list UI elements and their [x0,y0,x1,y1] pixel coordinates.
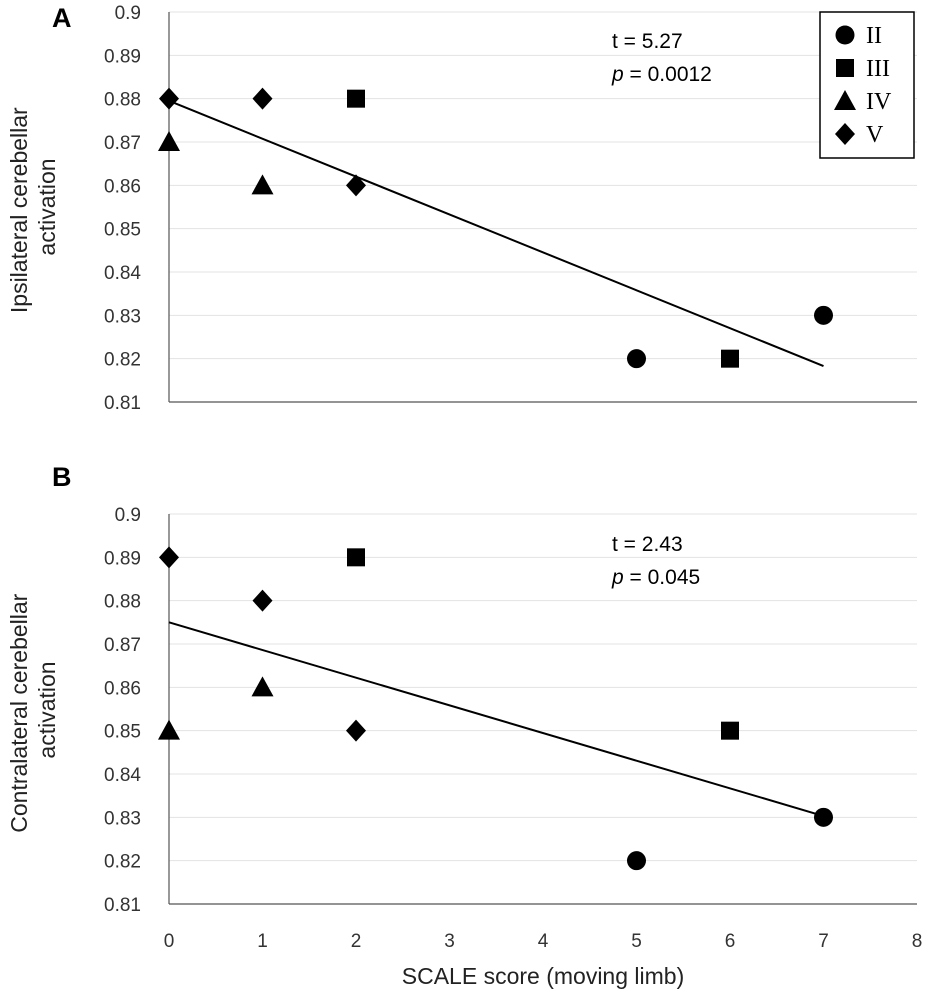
legend-label: III [866,56,890,82]
panel-b-point-circle [627,851,646,871]
legend-label: IV [866,89,892,115]
panel-b-y-tick-label: 0.84 [104,765,141,786]
panel-b-y-tick-label: 0.83 [104,808,141,829]
panel-b-y-label-line1: Contralateral cerebellar [6,593,32,832]
panel-b-y-tick-label: 0.89 [104,548,141,569]
panel-b-points [158,546,833,871]
panel-a-point-diamond [252,87,273,110]
panel-b: B 0.810.820.830.840.850.860.870.880.890.… [6,462,922,989]
panel-a-y-tick-label: 0.85 [104,220,141,241]
panel-b-x-ticks: 0 1 2 3 4 5 6 7 8 [164,931,923,952]
panel-a: A 0.810.820.830.840.850.860.870.880.890.… [6,3,917,414]
panel-b-x-tick-label: 1 [257,931,268,952]
panel-a-trendline-group [168,99,824,367]
panel-a-y-tick-label: 0.87 [104,133,141,154]
panel-a-point-square [721,349,739,368]
panel-b-y-ticks: 0.81 0.82 0.83 0.84 0.85 0.86 0.87 0.88 0.89 0.9 [104,505,141,916]
panel-b-point-diamond [346,719,366,742]
panel-b-point-square [721,721,739,740]
panel-b-y-tick-label: 0.81 [104,895,141,916]
legend-circle-icon [835,25,855,45]
panel-a-y-label: Ipsilateral cerebellar activation [6,101,60,313]
panel-b-point-circle [814,807,833,827]
panel-b-p-value: = 0.045 [624,566,700,589]
panel-b-gridlines [169,513,917,862]
panel-a-t-stat: t = 5.27 [612,30,683,53]
panel-a-point-circle [814,305,833,325]
panel-a-y-ticks: 0.81 0.82 0.83 0.84 0.85 0.86 0.87 0.88 0.89 0.9 [104,3,141,414]
panel-a-y-tick-label: 0.9 [115,3,141,24]
panel-a-y-label-line2: activation [34,158,60,255]
panel-b-point-triangle [251,676,274,697]
x-axis-label: SCALE score (moving limb) [402,963,684,989]
legend-square-icon [836,59,854,77]
panel-a-point-triangle [158,131,180,151]
panel-a-points [158,87,833,369]
panel-b-x-tick-label: 0 [164,931,175,952]
panel-b-y-tick-label: 0.9 [115,505,141,526]
panel-b-p-symbol: p [611,566,624,589]
panel-a-y-tick-label: 0.82 [104,350,141,371]
panel-b-x-tick-label: 3 [444,931,455,952]
panel-a-p-value: = 0.0012 [624,63,712,86]
panel-a-y-tick-label: 0.84 [104,263,141,284]
panel-a-y-tick-label: 0.83 [104,306,141,327]
panel-b-y-tick-label: 0.87 [104,635,141,656]
panel-b-point-square [347,548,365,567]
panel-b-y-tick-label: 0.85 [104,722,141,743]
panel-b-y-label-line2: activation [34,661,60,758]
panel-a-p-stat: p = 0.0012 [611,63,712,86]
panel-b-y-tick-label: 0.82 [104,852,141,873]
legend-label: V [866,122,884,148]
panel-a-point-diamond [346,174,366,197]
panel-b-point-diamond [159,546,179,569]
panel-a-y-label-line1: Ipsilateral cerebellar [6,107,32,313]
panel-b-x-tick-label: 2 [351,931,362,952]
panel-b-y-tick-label: 0.86 [104,678,141,699]
legend-label: II [866,23,882,49]
panel-b-t-stat: t = 2.43 [612,533,683,556]
panel-a-point-diamond [159,87,179,110]
panel-a-trendline [168,99,824,367]
panel-b-y-label: Contralateral cerebellar activation [6,587,60,832]
panel-a-gridlines [169,11,917,360]
panel-a-y-tick-label: 0.86 [104,176,141,197]
legend-triangle-icon [834,90,856,110]
panel-a-point-triangle [251,174,274,195]
panel-b-letter: B [52,462,72,492]
panel-b-y-tick-label: 0.88 [104,592,141,613]
panel-b-point-diamond [252,589,273,612]
panel-a-point-circle [627,349,646,369]
panel-a-y-tick-label: 0.89 [104,46,141,67]
panel-b-x-tick-label: 6 [725,931,736,952]
panel-a-letter: A [52,3,72,33]
panel-b-trendline [168,621,824,817]
panel-a-p-symbol: p [611,63,624,86]
panel-b-p-stat: p = 0.045 [611,566,700,589]
panel-a-y-tick-label: 0.81 [104,393,141,414]
panel-a-y-tick-label: 0.88 [104,90,141,111]
panel-b-x-tick-label: 8 [912,931,923,952]
panel-a-point-square [347,89,365,108]
legend-diamond-icon [835,123,855,145]
panel-b-x-tick-label: 7 [818,931,829,952]
panel-b-trendline-group [168,621,824,817]
panel-b-x-tick-label: 4 [538,931,549,952]
panel-b-x-tick-label: 5 [631,931,642,952]
panel-b-point-triangle [158,719,180,740]
